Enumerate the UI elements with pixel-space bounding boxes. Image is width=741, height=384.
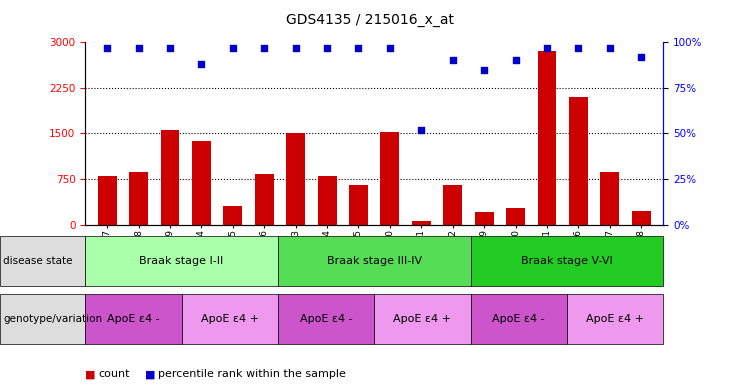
Bar xyxy=(98,176,116,225)
Point xyxy=(635,54,647,60)
Text: genotype/variation: genotype/variation xyxy=(3,314,102,324)
Point xyxy=(133,45,144,51)
Bar xyxy=(380,132,399,225)
Text: ApoE ε4 -: ApoE ε4 - xyxy=(107,314,160,324)
Text: ■: ■ xyxy=(144,369,155,379)
Text: disease state: disease state xyxy=(3,256,73,266)
Point xyxy=(510,58,522,64)
Point xyxy=(573,45,585,51)
Bar xyxy=(349,185,368,225)
Bar xyxy=(412,221,431,225)
Text: Braak stage V-VI: Braak stage V-VI xyxy=(521,256,613,266)
Point xyxy=(541,45,553,51)
Point xyxy=(290,45,302,51)
Bar xyxy=(224,207,242,225)
Point xyxy=(447,58,459,64)
Bar xyxy=(255,174,273,225)
Point xyxy=(102,45,113,51)
Bar xyxy=(129,172,148,225)
Text: count: count xyxy=(99,369,130,379)
Point xyxy=(259,45,270,51)
Text: Braak stage III-IV: Braak stage III-IV xyxy=(327,256,422,266)
Bar xyxy=(443,185,462,225)
Bar xyxy=(192,141,211,225)
Bar xyxy=(475,212,494,225)
Bar xyxy=(318,176,336,225)
Text: Braak stage I-II: Braak stage I-II xyxy=(139,256,224,266)
Text: ApoE ε4 +: ApoE ε4 + xyxy=(201,314,259,324)
Point xyxy=(321,45,333,51)
Text: ■: ■ xyxy=(85,369,96,379)
Bar xyxy=(537,51,556,225)
Text: percentile rank within the sample: percentile rank within the sample xyxy=(158,369,346,379)
Bar xyxy=(286,134,305,225)
Text: ApoE ε4 -: ApoE ε4 - xyxy=(492,314,545,324)
Text: ApoE ε4 +: ApoE ε4 + xyxy=(586,314,644,324)
Bar xyxy=(506,208,525,225)
Bar xyxy=(600,172,619,225)
Point xyxy=(416,127,428,133)
Point xyxy=(196,61,207,67)
Bar xyxy=(569,97,588,225)
Text: ApoE ε4 -: ApoE ε4 - xyxy=(299,314,353,324)
Text: ApoE ε4 +: ApoE ε4 + xyxy=(393,314,451,324)
Text: GDS4135 / 215016_x_at: GDS4135 / 215016_x_at xyxy=(287,13,454,27)
Bar xyxy=(161,131,179,225)
Point xyxy=(384,45,396,51)
Point xyxy=(604,45,616,51)
Point xyxy=(478,66,490,73)
Bar xyxy=(632,211,651,225)
Point xyxy=(164,45,176,51)
Point xyxy=(227,45,239,51)
Point xyxy=(353,45,365,51)
